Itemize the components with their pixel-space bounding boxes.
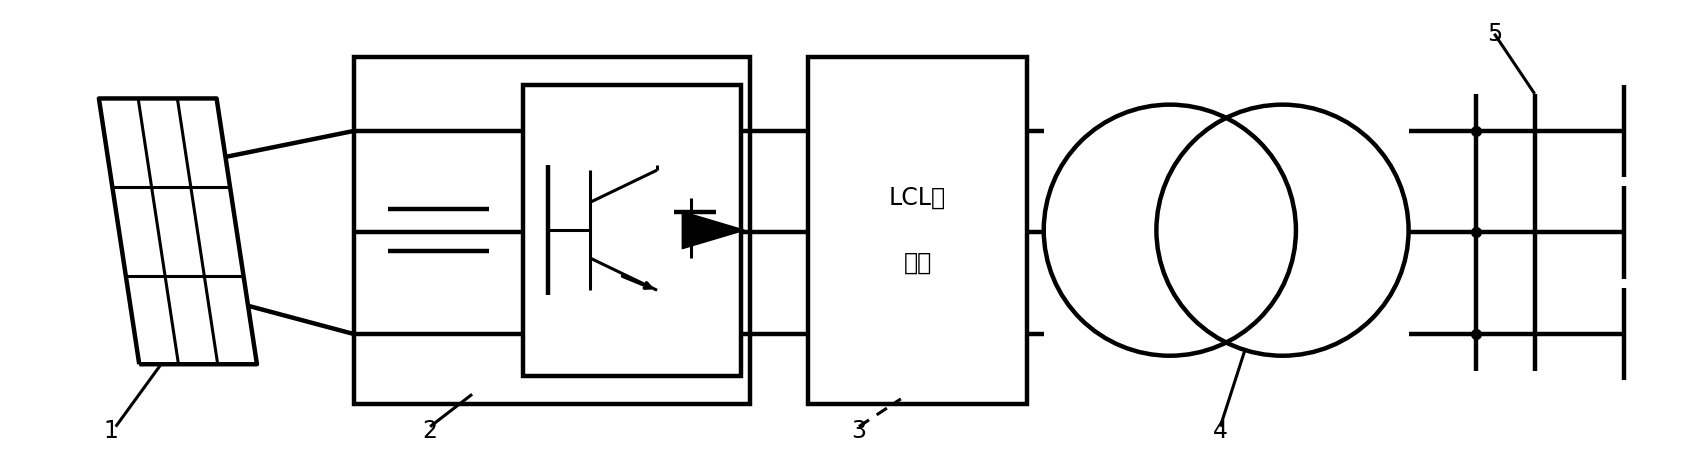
Text: 4: 4 — [1212, 419, 1228, 443]
Polygon shape — [682, 212, 744, 249]
Text: 5: 5 — [1487, 22, 1502, 46]
Ellipse shape — [1044, 105, 1297, 356]
Text: LCL滤: LCL滤 — [889, 186, 946, 210]
Bar — [354, 57, 749, 404]
Bar — [522, 85, 741, 376]
Bar — [808, 57, 1027, 404]
Text: 波器: 波器 — [904, 251, 931, 274]
Text: 1: 1 — [103, 419, 118, 443]
Text: 2: 2 — [423, 419, 438, 443]
Ellipse shape — [1157, 105, 1408, 356]
Text: 3: 3 — [852, 419, 866, 443]
